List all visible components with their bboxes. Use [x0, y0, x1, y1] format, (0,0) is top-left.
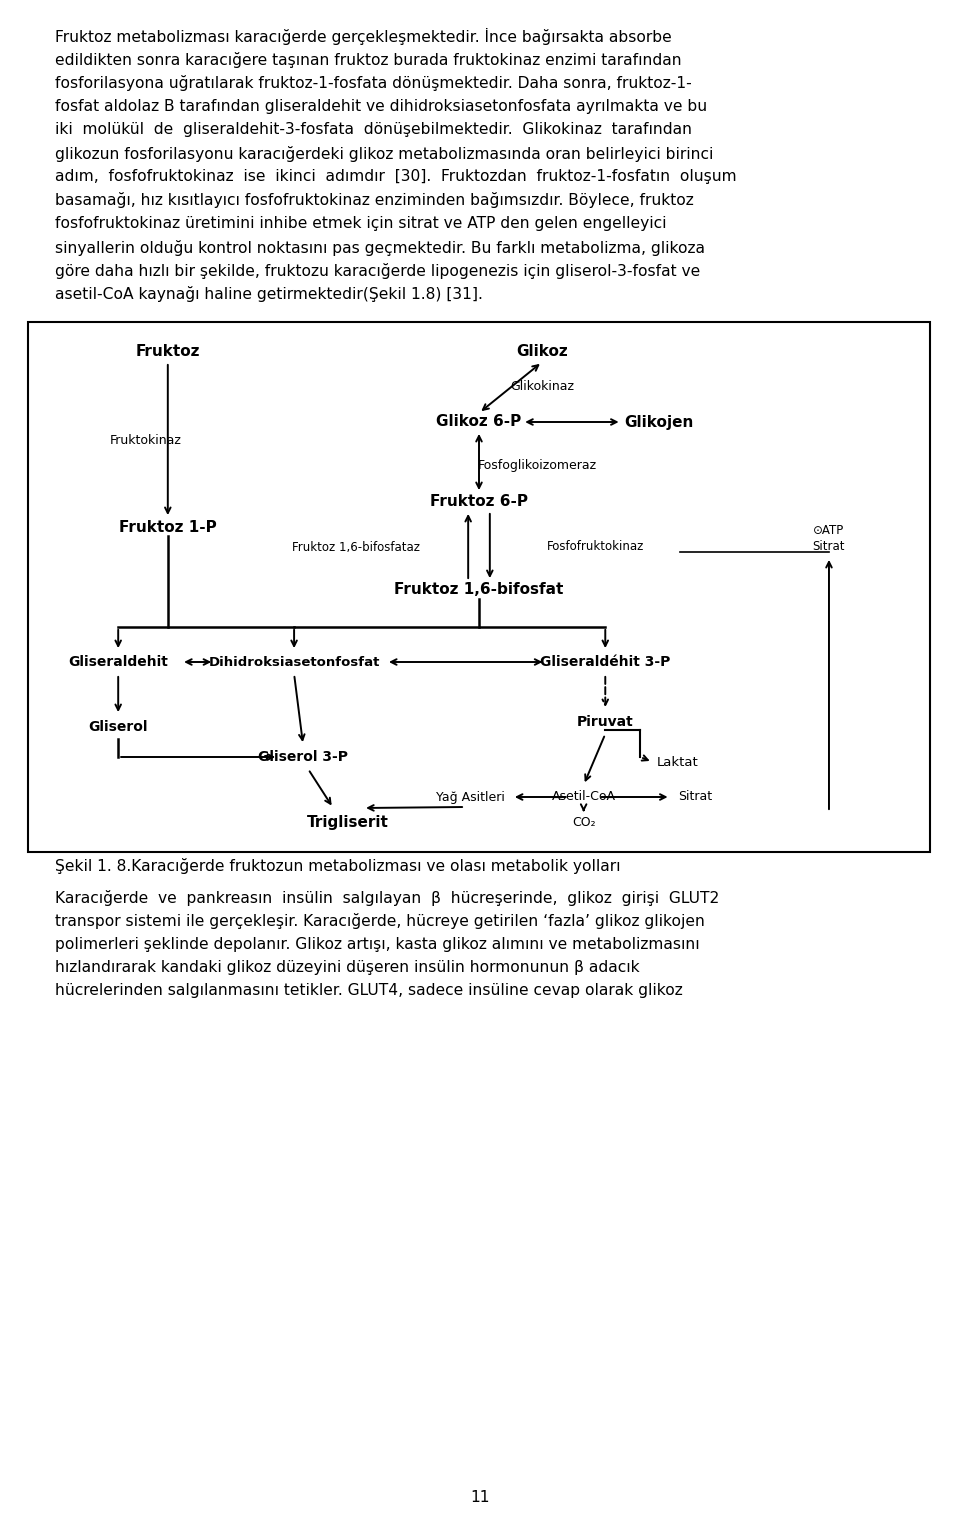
- Text: Yağ Asitleri: Yağ Asitleri: [436, 790, 504, 803]
- Text: glikozun fosforilasyonu karacığerdeki glikoz metabolizmasında oran belirleyici b: glikozun fosforilasyonu karacığerdeki gl…: [55, 145, 713, 162]
- Text: adım,  fosfofruktokinaz  ise  ikinci  adımdır  [30].  Fruktozdan  fruktoz-1-fosf: adım, fosfofruktokinaz ise ikinci adımdı…: [55, 169, 736, 185]
- Text: fosfat aldolaz B tarafından gliseraldehit ve dihidroksiasetonfosfata ayrılmakta : fosfat aldolaz B tarafından gliseraldehi…: [55, 98, 708, 113]
- Text: Dihidroksiasetonfosfat: Dihidroksiasetonfosfat: [208, 655, 380, 669]
- Text: Laktat: Laktat: [657, 755, 698, 769]
- Text: Gliserol: Gliserol: [88, 720, 148, 734]
- Text: Şekil 1. 8.Karacığerde fruktozun metabolizması ve olası metabolik yolları: Şekil 1. 8.Karacığerde fruktozun metabol…: [55, 858, 620, 875]
- Text: Fruktoz: Fruktoz: [135, 345, 200, 360]
- Text: transpor sistemi ile gerçekleşir. Karacığerde, hücreye getirilen ‘fazla’ glikoz : transpor sistemi ile gerçekleşir. Karacı…: [55, 912, 705, 929]
- Text: hücrelerinden salgılanmasını tetikler. GLUT4, sadece insüline cevap olarak gliko: hücrelerinden salgılanmasını tetikler. G…: [55, 983, 683, 999]
- Text: Fruktokinaz: Fruktokinaz: [109, 434, 181, 446]
- Text: Gliseraldéhit 3-P: Gliseraldéhit 3-P: [540, 655, 670, 669]
- Text: Fruktoz 6-P: Fruktoz 6-P: [430, 495, 528, 510]
- Text: Glikojen: Glikojen: [625, 415, 694, 430]
- Text: Piruvat: Piruvat: [577, 716, 634, 729]
- Text: fosforilasyona uğratılarak fruktoz-1-fosfata dönüşmektedir. Daha sonra, fruktoz-: fosforilasyona uğratılarak fruktoz-1-fos…: [55, 76, 692, 91]
- Text: iki  molükül  de  gliseraldehit-3-fosfata  dönüşebilmektedir.  Glikokinaz  taraf: iki molükül de gliseraldehit-3-fosfata d…: [55, 123, 692, 138]
- Text: Sitrat: Sitrat: [679, 790, 712, 803]
- Text: Fruktoz 1,6-bifosfataz: Fruktoz 1,6-bifosfataz: [293, 540, 420, 554]
- Text: Glikoz 6-P: Glikoz 6-P: [437, 415, 521, 430]
- Text: edildikten sonra karacığere taşınan fruktoz burada fruktokinaz enzimi tarafından: edildikten sonra karacığere taşınan fruk…: [55, 51, 682, 68]
- Text: göre daha hızlı bir şekilde, fruktozu karacığerde lipogenezis için gliserol-3-fo: göre daha hızlı bir şekilde, fruktozu ka…: [55, 263, 700, 278]
- Text: polimerleri şeklinde depolanır. Glikoz artışı, kasta glikoz alımını ve metaboliz: polimerleri şeklinde depolanır. Glikoz a…: [55, 937, 700, 952]
- Text: Fruktoz metabolizması karacığerde gerçekleşmektedir. İnce bağırsakta absorbe: Fruktoz metabolizması karacığerde gerçek…: [55, 29, 672, 45]
- Text: Trigliserit: Trigliserit: [307, 814, 389, 829]
- Text: Fruktoz 1,6-bifosfat: Fruktoz 1,6-bifosfat: [395, 583, 564, 598]
- Text: hızlandırarak kandaki glikoz düzeyini düşeren insülin hormonunun β adacık: hızlandırarak kandaki glikoz düzeyini dü…: [55, 961, 639, 974]
- Text: CO₂: CO₂: [572, 816, 595, 829]
- Text: Gliseraldehit: Gliseraldehit: [68, 655, 168, 669]
- Text: sinyallerin olduğu kontrol noktasını pas geçmektedir. Bu farklı metabolizma, gli: sinyallerin olduğu kontrol noktasını pas…: [55, 239, 705, 256]
- Text: Fosfofruktokinaz: Fosfofruktokinaz: [546, 540, 644, 554]
- Text: Karacığerde  ve  pankreasın  insülin  salgılayan  β  hücreşerinde,  glikoz  giri: Karacığerde ve pankreasın insülin salgıl…: [55, 890, 719, 905]
- Text: Glikokinaz: Glikokinaz: [510, 380, 574, 393]
- Text: Fosfoglikoizomeraz: Fosfoglikoizomeraz: [478, 458, 597, 472]
- Text: Asetil-CoA: Asetil-CoA: [552, 790, 615, 803]
- Text: ⊙ATP: ⊙ATP: [813, 525, 845, 537]
- Bar: [28, 322, 930, 852]
- Text: Fruktoz 1-P: Fruktoz 1-P: [119, 519, 217, 534]
- Text: basamağı, hız kısıtlayıcı fosfofruktokinaz enziminden bağımsızdır. Böylece, fruk: basamağı, hız kısıtlayıcı fosfofruktokin…: [55, 192, 694, 209]
- Text: Sitrat: Sitrat: [813, 540, 845, 554]
- Text: 11: 11: [470, 1490, 490, 1505]
- Text: fosfofruktokinaz üretimini inhibe etmek için sitrat ve ATP den gelen engelleyici: fosfofruktokinaz üretimini inhibe etmek …: [55, 216, 666, 231]
- Text: Glikoz: Glikoz: [516, 345, 568, 360]
- Text: asetil-CoA kaynağı haline getirmektedir(Şekil 1.8) [31].: asetil-CoA kaynağı haline getirmektedir(…: [55, 286, 483, 303]
- Text: Gliserol 3-P: Gliserol 3-P: [258, 750, 348, 764]
